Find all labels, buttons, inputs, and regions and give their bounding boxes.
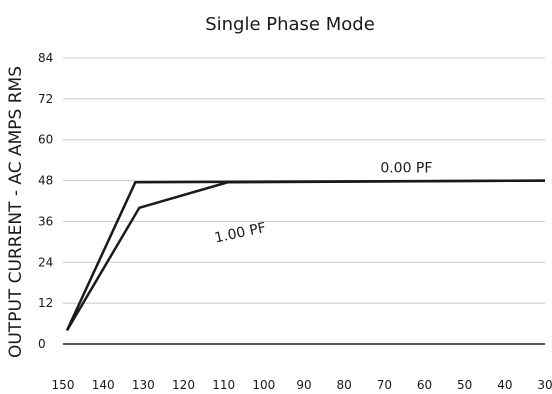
grid-lines [63,57,545,304]
series-label-0-00-pf: 0.00 PF [380,161,432,177]
x-tick-label-120: 120 [172,378,195,392]
x-tick-label-80: 80 [337,378,352,392]
x-tick-label-40: 40 [497,378,512,392]
series-line-0 [65,179,546,331]
x-tick-label-130: 130 [132,378,155,392]
y-tick-label-84: 84 [38,51,53,65]
y-tick-label-12: 12 [38,296,53,310]
series-line-1 [65,179,546,332]
y-tick-label-60: 60 [38,133,53,147]
y-tick-label-72: 72 [38,92,53,106]
x-tick-label-70: 70 [377,378,392,392]
x-tick-label-100: 100 [252,378,275,392]
chart-title: Single Phase Mode [205,14,375,35]
x-tick-label-150: 150 [52,378,75,392]
y-axis-label: OUTPUT CURRENT - AC AMPS RMS [6,66,26,358]
x-tick-label-50: 50 [457,378,472,392]
x-tick-label-110: 110 [212,378,235,392]
y-tick-label-36: 36 [38,214,53,228]
x-tick-label-90: 90 [296,378,311,392]
y-tick-labels: 84 72 60 48 36 24 12 0 [38,51,53,351]
x-tick-label-60: 60 [417,378,432,392]
x-tick-labels: 150 140 130 120 110 100 90 80 70 60 50 40 30 [52,378,552,392]
x-tick-label-30: 30 [537,378,552,392]
y-tick-label-48: 48 [38,174,53,188]
x-tick-label-140: 140 [92,378,115,392]
series-label-1-00-pf: 1.00 PF [213,220,267,246]
y-tick-label-24: 24 [38,255,53,269]
series-lines [65,179,546,332]
y-tick-label-0: 0 [38,337,46,351]
